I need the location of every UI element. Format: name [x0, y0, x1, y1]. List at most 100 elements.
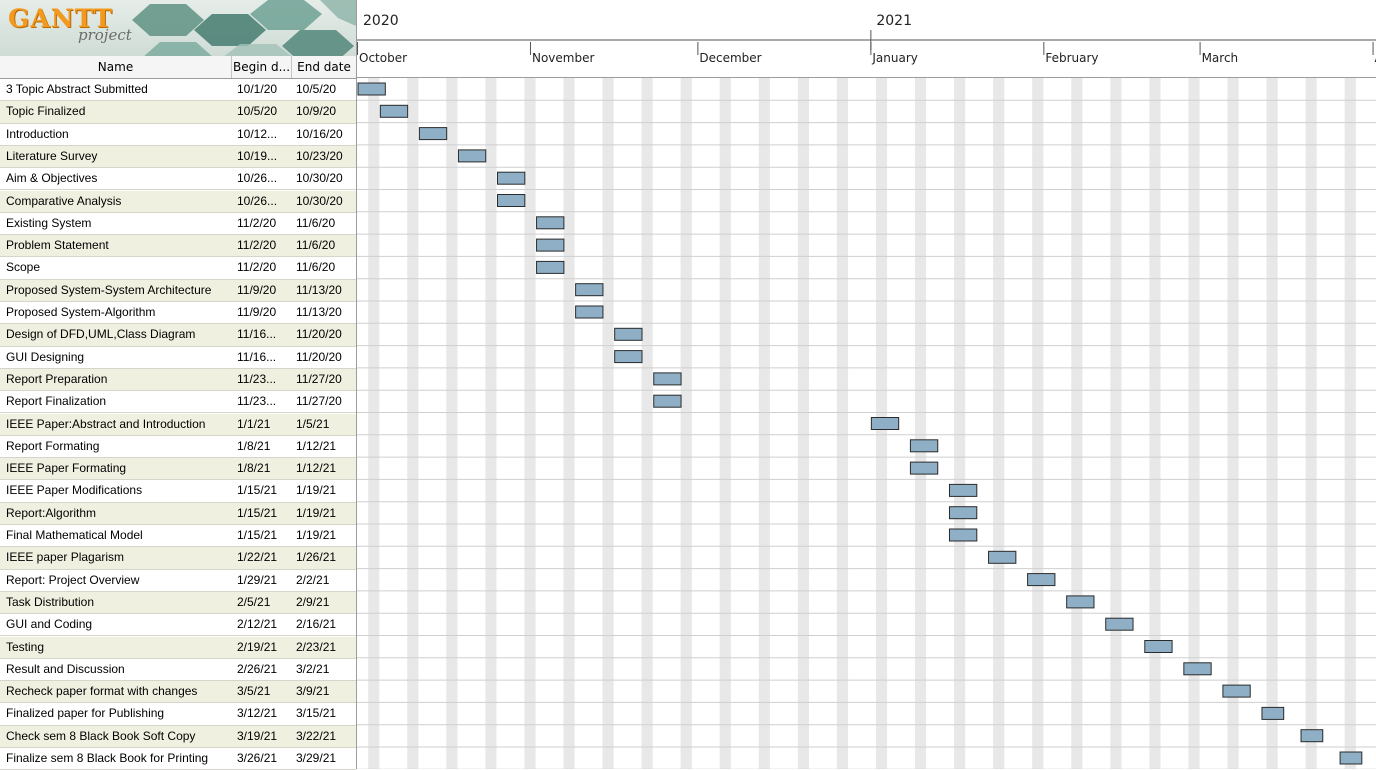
- task-name[interactable]: IEEE Paper:Abstract and Introduction: [6, 416, 206, 431]
- task-end-date[interactable]: 3/15/21: [296, 706, 337, 721]
- column-header-name[interactable]: Name: [0, 56, 232, 78]
- task-bar[interactable]: [536, 238, 565, 252]
- task-begin-date[interactable]: 2/12/21: [237, 617, 278, 632]
- task-row[interactable]: IEEE Paper Modifications 1/15/21 1/19/21: [0, 480, 356, 503]
- task-bar[interactable]: [1261, 706, 1285, 720]
- task-begin-date[interactable]: 11/2/20: [237, 215, 277, 230]
- task-row[interactable]: Testing 2/19/21 2/23/21: [0, 636, 356, 659]
- task-end-date[interactable]: 1/26/21: [296, 550, 337, 565]
- column-header-end-date[interactable]: End date: [297, 60, 351, 74]
- task-bar[interactable]: [1066, 595, 1095, 609]
- task-end-date[interactable]: 1/5/21: [296, 416, 330, 431]
- task-end-date[interactable]: 10/23/20: [296, 148, 343, 163]
- task-name[interactable]: Task Distribution: [6, 594, 95, 609]
- task-end-date[interactable]: 11/6/20: [296, 260, 336, 275]
- task-bar[interactable]: [653, 394, 682, 408]
- task-row[interactable]: Problem Statement 11/2/20 11/6/20: [0, 235, 356, 258]
- task-end-date[interactable]: 11/27/20: [296, 394, 342, 409]
- task-bar[interactable]: [614, 327, 643, 341]
- task-bar[interactable]: [379, 104, 409, 118]
- task-begin-date[interactable]: 10/26...: [237, 171, 278, 186]
- task-end-date[interactable]: 2/23/21: [296, 639, 337, 654]
- task-bar[interactable]: [909, 461, 939, 475]
- task-name[interactable]: Topic Finalized: [6, 104, 86, 119]
- task-begin-date[interactable]: 10/12...: [237, 126, 278, 141]
- task-bar[interactable]: [1027, 573, 1056, 587]
- task-begin-date[interactable]: 3/12/21: [237, 706, 278, 721]
- task-name[interactable]: Testing: [6, 639, 45, 654]
- task-bar[interactable]: [457, 149, 487, 163]
- task-end-date[interactable]: 10/16/20: [296, 126, 343, 141]
- task-row[interactable]: Check sem 8 Black Book Soft Copy 3/19/21 3…: [0, 725, 356, 748]
- task-end-date[interactable]: 11/20/20: [296, 327, 342, 342]
- task-begin-date[interactable]: 1/8/21: [237, 438, 271, 453]
- task-begin-date[interactable]: 2/5/21: [237, 594, 271, 609]
- task-name[interactable]: Recheck paper format with changes: [6, 684, 198, 699]
- task-end-date[interactable]: 3/9/21: [296, 684, 330, 699]
- task-end-date[interactable]: 2/9/21: [296, 594, 330, 609]
- task-end-date[interactable]: 11/6/20: [296, 215, 336, 230]
- task-row[interactable]: Report: Project Overview 1/29/21 2/2/21: [0, 570, 356, 592]
- task-begin-date[interactable]: 10/26...: [237, 193, 278, 208]
- task-row[interactable]: Existing System 11/2/20 11/6/20: [0, 213, 356, 236]
- task-row[interactable]: IEEE Paper Formating 1/8/21 1/12/21: [0, 458, 356, 481]
- task-bar[interactable]: [948, 483, 978, 497]
- task-name[interactable]: IEEE Paper Formating: [6, 461, 127, 476]
- task-begin-date[interactable]: 11/16...: [237, 349, 277, 364]
- task-begin-date[interactable]: 1/22/21: [237, 550, 278, 565]
- task-begin-date[interactable]: 11/2/20: [237, 260, 277, 275]
- task-name[interactable]: Report:Algorithm: [6, 505, 97, 520]
- column-header-begin-date[interactable]: Begin d...: [232, 56, 292, 78]
- task-end-date[interactable]: 11/13/20: [296, 305, 342, 319]
- task-row[interactable]: Proposed System-Algorithm 11/9/20 11/13/20: [0, 302, 356, 325]
- task-bar[interactable]: [909, 439, 939, 453]
- task-end-date[interactable]: 2/16/21: [296, 617, 337, 632]
- task-name[interactable]: Design of DFD,UML,Class Diagram: [6, 327, 196, 342]
- task-bar[interactable]: [870, 417, 900, 430]
- task-name[interactable]: Finalize sem 8 Black Book for Printing: [6, 751, 209, 765]
- task-end-date[interactable]: 11/13/20: [296, 282, 342, 297]
- task-end-date[interactable]: 10/5/20: [296, 82, 337, 96]
- task-name[interactable]: GUI and Coding: [6, 617, 93, 632]
- task-end-date[interactable]: 1/12/21: [296, 461, 337, 476]
- task-begin-date[interactable]: 11/9/20: [237, 282, 277, 297]
- task-name[interactable]: IEEE paper Plagarism: [6, 550, 125, 565]
- task-row[interactable]: 3 Topic Abstract Submitted 10/1/20 10/5/20: [0, 79, 356, 102]
- task-row[interactable]: Literature Survey 10/19... 10/23/20: [0, 145, 356, 169]
- task-bar[interactable]: [497, 194, 526, 207]
- task-row[interactable]: Final Mathematical Model 1/15/21 1/19/21: [0, 525, 356, 548]
- task-bar[interactable]: [1183, 662, 1212, 676]
- task-end-date[interactable]: 11/20/20: [296, 349, 342, 364]
- task-bar[interactable]: [357, 82, 386, 96]
- task-row[interactable]: GUI Designing 11/16... 11/20/20: [0, 347, 356, 369]
- task-name[interactable]: Proposed System-System Architecture: [6, 282, 212, 297]
- task-name[interactable]: Proposed System-Algorithm: [6, 305, 156, 319]
- gantt-chart-area[interactable]: 2020 2021 October November December January Fe…: [356, 0, 1376, 769]
- task-begin-date[interactable]: 2/19/21: [237, 639, 278, 654]
- task-end-date[interactable]: 11/27/20: [296, 371, 342, 386]
- task-row[interactable]: Report Finalization 11/23... 11/27/20: [0, 391, 356, 414]
- task-begin-date[interactable]: 10/5/20: [237, 104, 278, 119]
- task-begin-date[interactable]: 11/16...: [237, 327, 277, 342]
- task-name[interactable]: Scope: [6, 260, 41, 275]
- task-row[interactable]: Recheck paper format with changes 3/5/21 3…: [0, 681, 356, 704]
- task-end-date[interactable]: 3/2/21: [296, 661, 330, 676]
- task-name[interactable]: Finalized paper for Publishing: [6, 706, 165, 721]
- task-begin-date[interactable]: 3/19/21: [237, 728, 278, 743]
- task-row[interactable]: Finalized paper for Publishing 3/12/21 3/1…: [0, 703, 356, 726]
- task-row[interactable]: Scope 11/2/20 11/6/20: [0, 257, 356, 280]
- task-row[interactable]: Design of DFD,UML,Class Diagram 11/16... 1…: [0, 324, 356, 347]
- task-bar[interactable]: [418, 127, 448, 141]
- task-name[interactable]: Problem Statement: [6, 238, 109, 253]
- task-end-date[interactable]: 1/19/21: [296, 483, 337, 498]
- task-name[interactable]: Result and Discussion: [6, 661, 125, 676]
- task-bar[interactable]: [575, 305, 604, 319]
- task-begin-date[interactable]: 1/1/21: [237, 416, 271, 431]
- task-begin-date[interactable]: 2/26/21: [237, 661, 278, 676]
- task-begin-date[interactable]: 10/1/20: [237, 82, 278, 96]
- task-name[interactable]: IEEE Paper Modifications: [6, 483, 143, 498]
- task-begin-date[interactable]: 1/29/21: [237, 572, 278, 587]
- task-bar[interactable]: [1222, 684, 1251, 698]
- task-end-date[interactable]: 1/19/21: [296, 505, 337, 520]
- task-bar[interactable]: [497, 171, 526, 185]
